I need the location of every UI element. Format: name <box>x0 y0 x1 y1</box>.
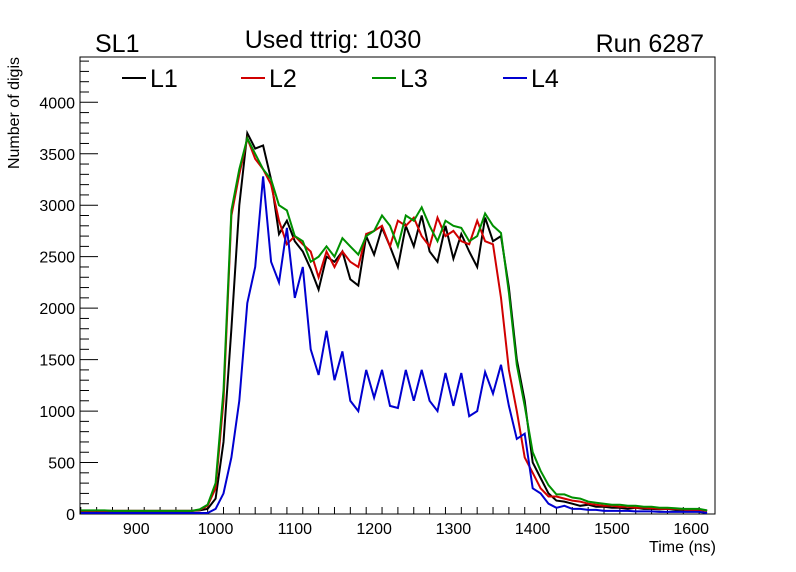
x-tick-label: 1500 <box>594 521 630 538</box>
y-tick-label: 1000 <box>39 404 75 421</box>
header-right: Run 6287 <box>596 30 704 58</box>
legend-label-L2: L2 <box>269 65 297 93</box>
header-center: Used ttrig: 1030 <box>245 26 422 54</box>
y-tick-label: 2500 <box>39 250 75 267</box>
x-tick-label: 1100 <box>278 521 313 538</box>
legend-label-L1: L1 <box>150 65 178 93</box>
y-tick-label: 3000 <box>39 198 75 215</box>
x-tick-label: 1400 <box>515 521 551 538</box>
x-tick-label: 1600 <box>673 521 709 538</box>
legend-label-L3: L3 <box>400 65 428 93</box>
y-tick-label: 3500 <box>39 147 75 164</box>
x-tick-label: 1200 <box>356 521 392 538</box>
y-tick-label: 0 <box>66 507 75 524</box>
series-line-L4 <box>80 176 708 514</box>
y-tick-label: 1500 <box>39 353 75 370</box>
series-line-L3 <box>80 135 708 512</box>
y-axis-label: Number of digis <box>6 57 23 169</box>
y-tick-label: 4000 <box>39 95 75 112</box>
x-axis-label: Time (ns) <box>649 539 716 556</box>
x-tick-label: 1300 <box>436 521 472 538</box>
x-tick-label: 900 <box>123 521 150 538</box>
legend: L1 L2 L3 L4 <box>122 65 559 93</box>
y-tick-label: 500 <box>48 456 75 473</box>
header-left: SL1 <box>95 30 139 58</box>
x-tick-label: 1000 <box>198 521 234 538</box>
y-tick-label: 2000 <box>39 301 75 318</box>
plot-frame <box>79 56 716 515</box>
legend-label-L4: L4 <box>531 65 559 93</box>
